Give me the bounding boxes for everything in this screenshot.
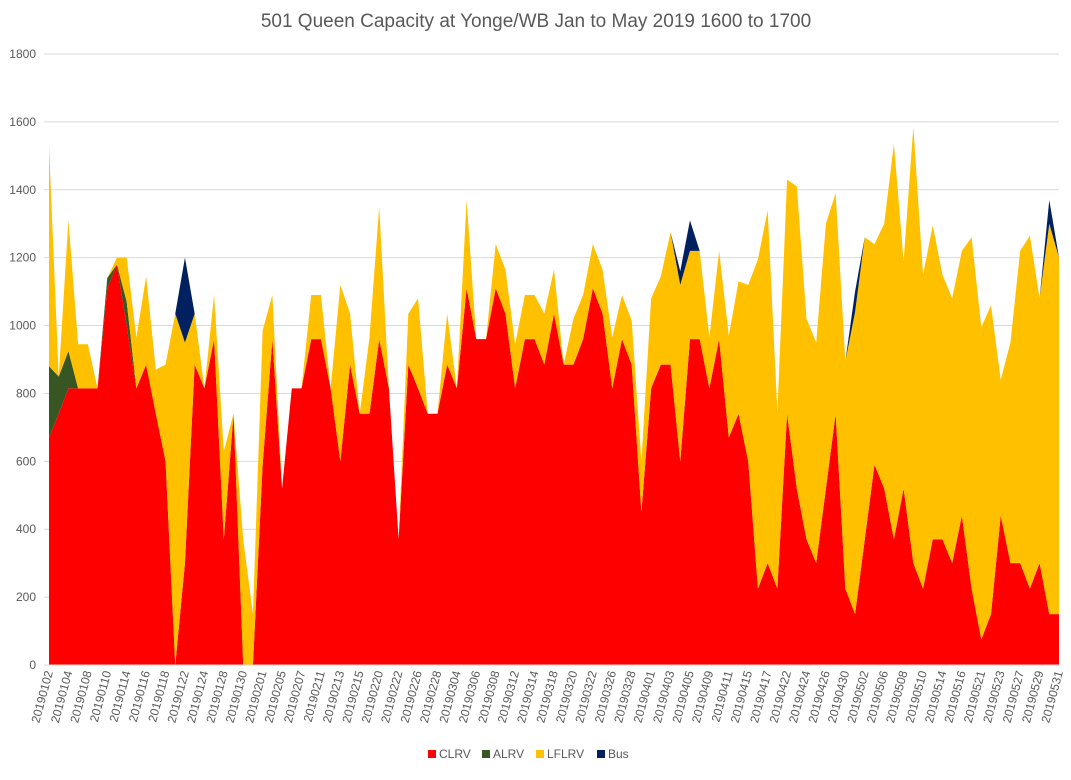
legend-label: Bus	[608, 747, 629, 761]
chart-title: 501 Queen Capacity at Yonge/WB Jan to Ma…	[261, 11, 811, 32]
y-tick-label: 1400	[9, 183, 36, 197]
area-series-lflrv	[49, 126, 1059, 666]
y-tick-label: 1000	[9, 319, 36, 333]
legend-label: ALRV	[493, 747, 524, 761]
y-tick-label: 400	[16, 522, 36, 536]
y-tick-label: 1800	[9, 47, 36, 61]
y-axis-ticks: 0 200 400 600 800 1000 1200 1400 1600 1800	[9, 47, 36, 672]
y-tick-label: 800	[16, 386, 36, 400]
legend-swatch	[536, 750, 544, 758]
legend-swatch	[482, 750, 490, 758]
legend-swatch	[428, 750, 436, 758]
y-tick-label: 1200	[9, 251, 36, 265]
y-tick-label: 0	[29, 658, 36, 672]
legend-swatch	[597, 750, 605, 758]
legend: CLRV ALRV LFLRV Bus	[428, 747, 629, 761]
area-series-clrv	[49, 264, 1059, 665]
legend-item-alrv: ALRV	[482, 747, 524, 761]
legend-item-bus: Bus	[597, 747, 629, 761]
legend-item-lflrv: LFLRV	[536, 747, 584, 761]
y-tick-label: 1600	[9, 115, 36, 129]
y-tick-label: 200	[16, 590, 36, 604]
plot-area	[49, 126, 1059, 666]
y-tick-label: 600	[16, 454, 36, 468]
x-axis-ticks: 2019010220190104201901082019011020190114…	[29, 669, 1066, 725]
legend-label: LFLRV	[547, 747, 584, 761]
legend-label: CLRV	[439, 747, 471, 761]
legend-item-clrv: CLRV	[428, 747, 471, 761]
